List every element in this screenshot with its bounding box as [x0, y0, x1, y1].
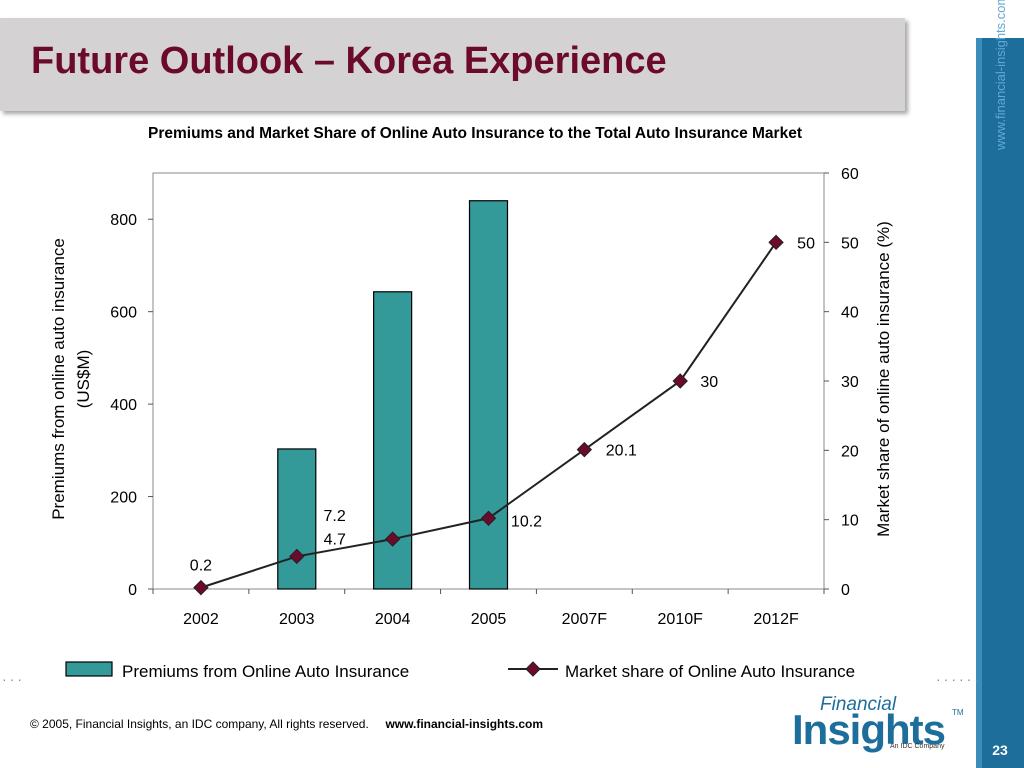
chart-title: Premiums and Market Share of Online Auto…: [148, 125, 802, 142]
data-label: 10.2: [511, 513, 542, 530]
logo-top-text: Financial: [820, 694, 897, 715]
logo-tm: TM: [952, 708, 964, 717]
legend-bar-swatch: [65, 661, 113, 677]
title-band: [0, 18, 905, 111]
side-bar-highlight: [976, 38, 982, 768]
y-right-tick-label: 10: [841, 513, 859, 530]
y-right-tick-label: 50: [841, 235, 859, 252]
line-marker: [576, 441, 593, 458]
legend-bar-label: Premiums from Online Auto Insurance: [122, 662, 409, 681]
footer-url[interactable]: www.financial-insights.com: [385, 717, 544, 731]
y-left-axis-title-line1: Premiums from online auto insurance: [49, 238, 68, 520]
y-left-tick-label: 200: [110, 490, 137, 507]
y-left-tick-label: 0: [128, 582, 137, 599]
y-left-tick-label: 600: [110, 305, 137, 322]
data-label: 7.2: [324, 508, 346, 525]
x-tick-label: 2010F: [658, 611, 704, 628]
y-right-tick-label: 30: [841, 374, 859, 391]
y-right-tick-label: 40: [841, 305, 859, 322]
data-label: 4.7: [324, 531, 346, 548]
x-tick-label: 2012F: [753, 611, 799, 628]
y-left-tick-label: 400: [110, 397, 137, 414]
legend-line-label: Market share of Online Auto Insurance: [565, 662, 855, 681]
x-tick-label: 2002: [183, 611, 219, 628]
line-marker: [672, 373, 688, 389]
x-tick-label: 2005: [471, 611, 507, 628]
line-marker: [768, 234, 784, 251]
line-marker: [480, 510, 497, 526]
logo-main-text: Insights: [792, 706, 946, 753]
footer: © 2005, Financial Insights, an IDC compa…: [30, 717, 543, 731]
data-label: 30: [700, 374, 718, 391]
side-bar: [976, 38, 1024, 768]
bar: [277, 448, 317, 590]
slide-title: Future Outlook – Korea Experience: [31, 40, 667, 82]
data-label: 0.2: [190, 558, 212, 575]
x-tick-label: 2004: [375, 611, 411, 628]
line-marker: [193, 579, 209, 596]
y-right-axis-title: Market share of online auto insurance (%…: [874, 221, 893, 537]
x-tick-label: 2003: [279, 611, 315, 628]
data-label: 50: [797, 235, 815, 252]
x-tick-label: 2007F: [562, 611, 608, 628]
logo-sub-text: An IDC Company: [890, 743, 945, 750]
left-dots: ···: [2, 671, 25, 687]
line-marker: [289, 548, 305, 565]
y-left-axis-title-line2: (US$M): [74, 350, 93, 409]
bar: [468, 200, 509, 590]
chart: Premiums and Market Share of Online Auto…: [49, 125, 893, 681]
footer-copyright: © 2005, Financial Insights, an IDC compa…: [30, 717, 369, 731]
right-dots: ······: [936, 671, 982, 687]
page-number: 23: [992, 742, 1008, 758]
y-right-tick-label: 0: [841, 582, 850, 599]
y-right-tick-label: 60: [841, 166, 859, 183]
data-label: 20.1: [606, 443, 637, 460]
y-left-tick-label: 800: [110, 212, 137, 229]
financial-insights-logo: Financial Insights TM An IDC Company: [792, 694, 964, 754]
legend-line-marker: [525, 661, 541, 677]
line-marker: [384, 531, 401, 547]
y-right-tick-label: 20: [841, 443, 859, 460]
